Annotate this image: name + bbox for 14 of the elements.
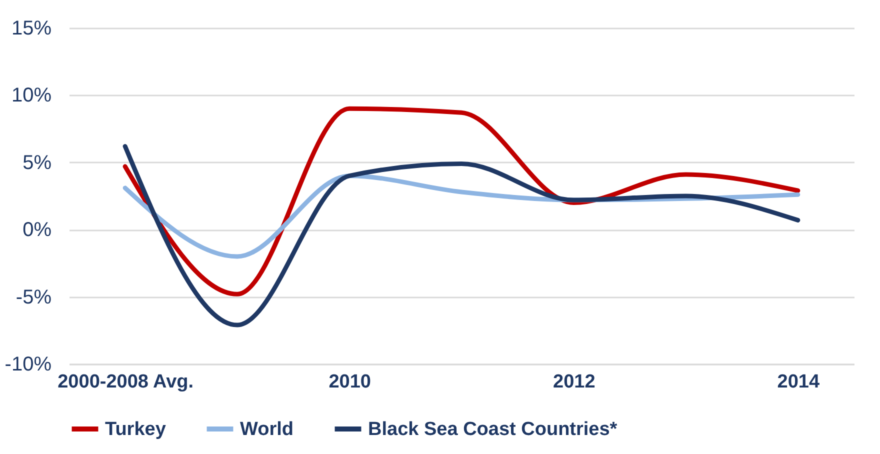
y-tick-label: -5%: [16, 286, 52, 308]
y-tick-label: 15%: [11, 18, 52, 40]
legend-label: Black Sea Coast Countries*: [368, 419, 618, 440]
x-tick-label: 2000-2008 Avg.: [58, 372, 194, 392]
legend-label: Turkey: [105, 419, 166, 440]
x-tick-label: 2012: [553, 372, 596, 392]
y-tick-label: 5%: [22, 152, 52, 174]
x-tick-label: 2014: [777, 372, 820, 392]
x-tick-label: 2010: [328, 372, 371, 392]
line-series: [122, 144, 800, 328]
legend-label: World: [240, 419, 294, 440]
y-tick-label: 10%: [11, 84, 52, 107]
y-tick-label: 0%: [22, 219, 52, 242]
y-tick-label: -10%: [4, 354, 52, 376]
